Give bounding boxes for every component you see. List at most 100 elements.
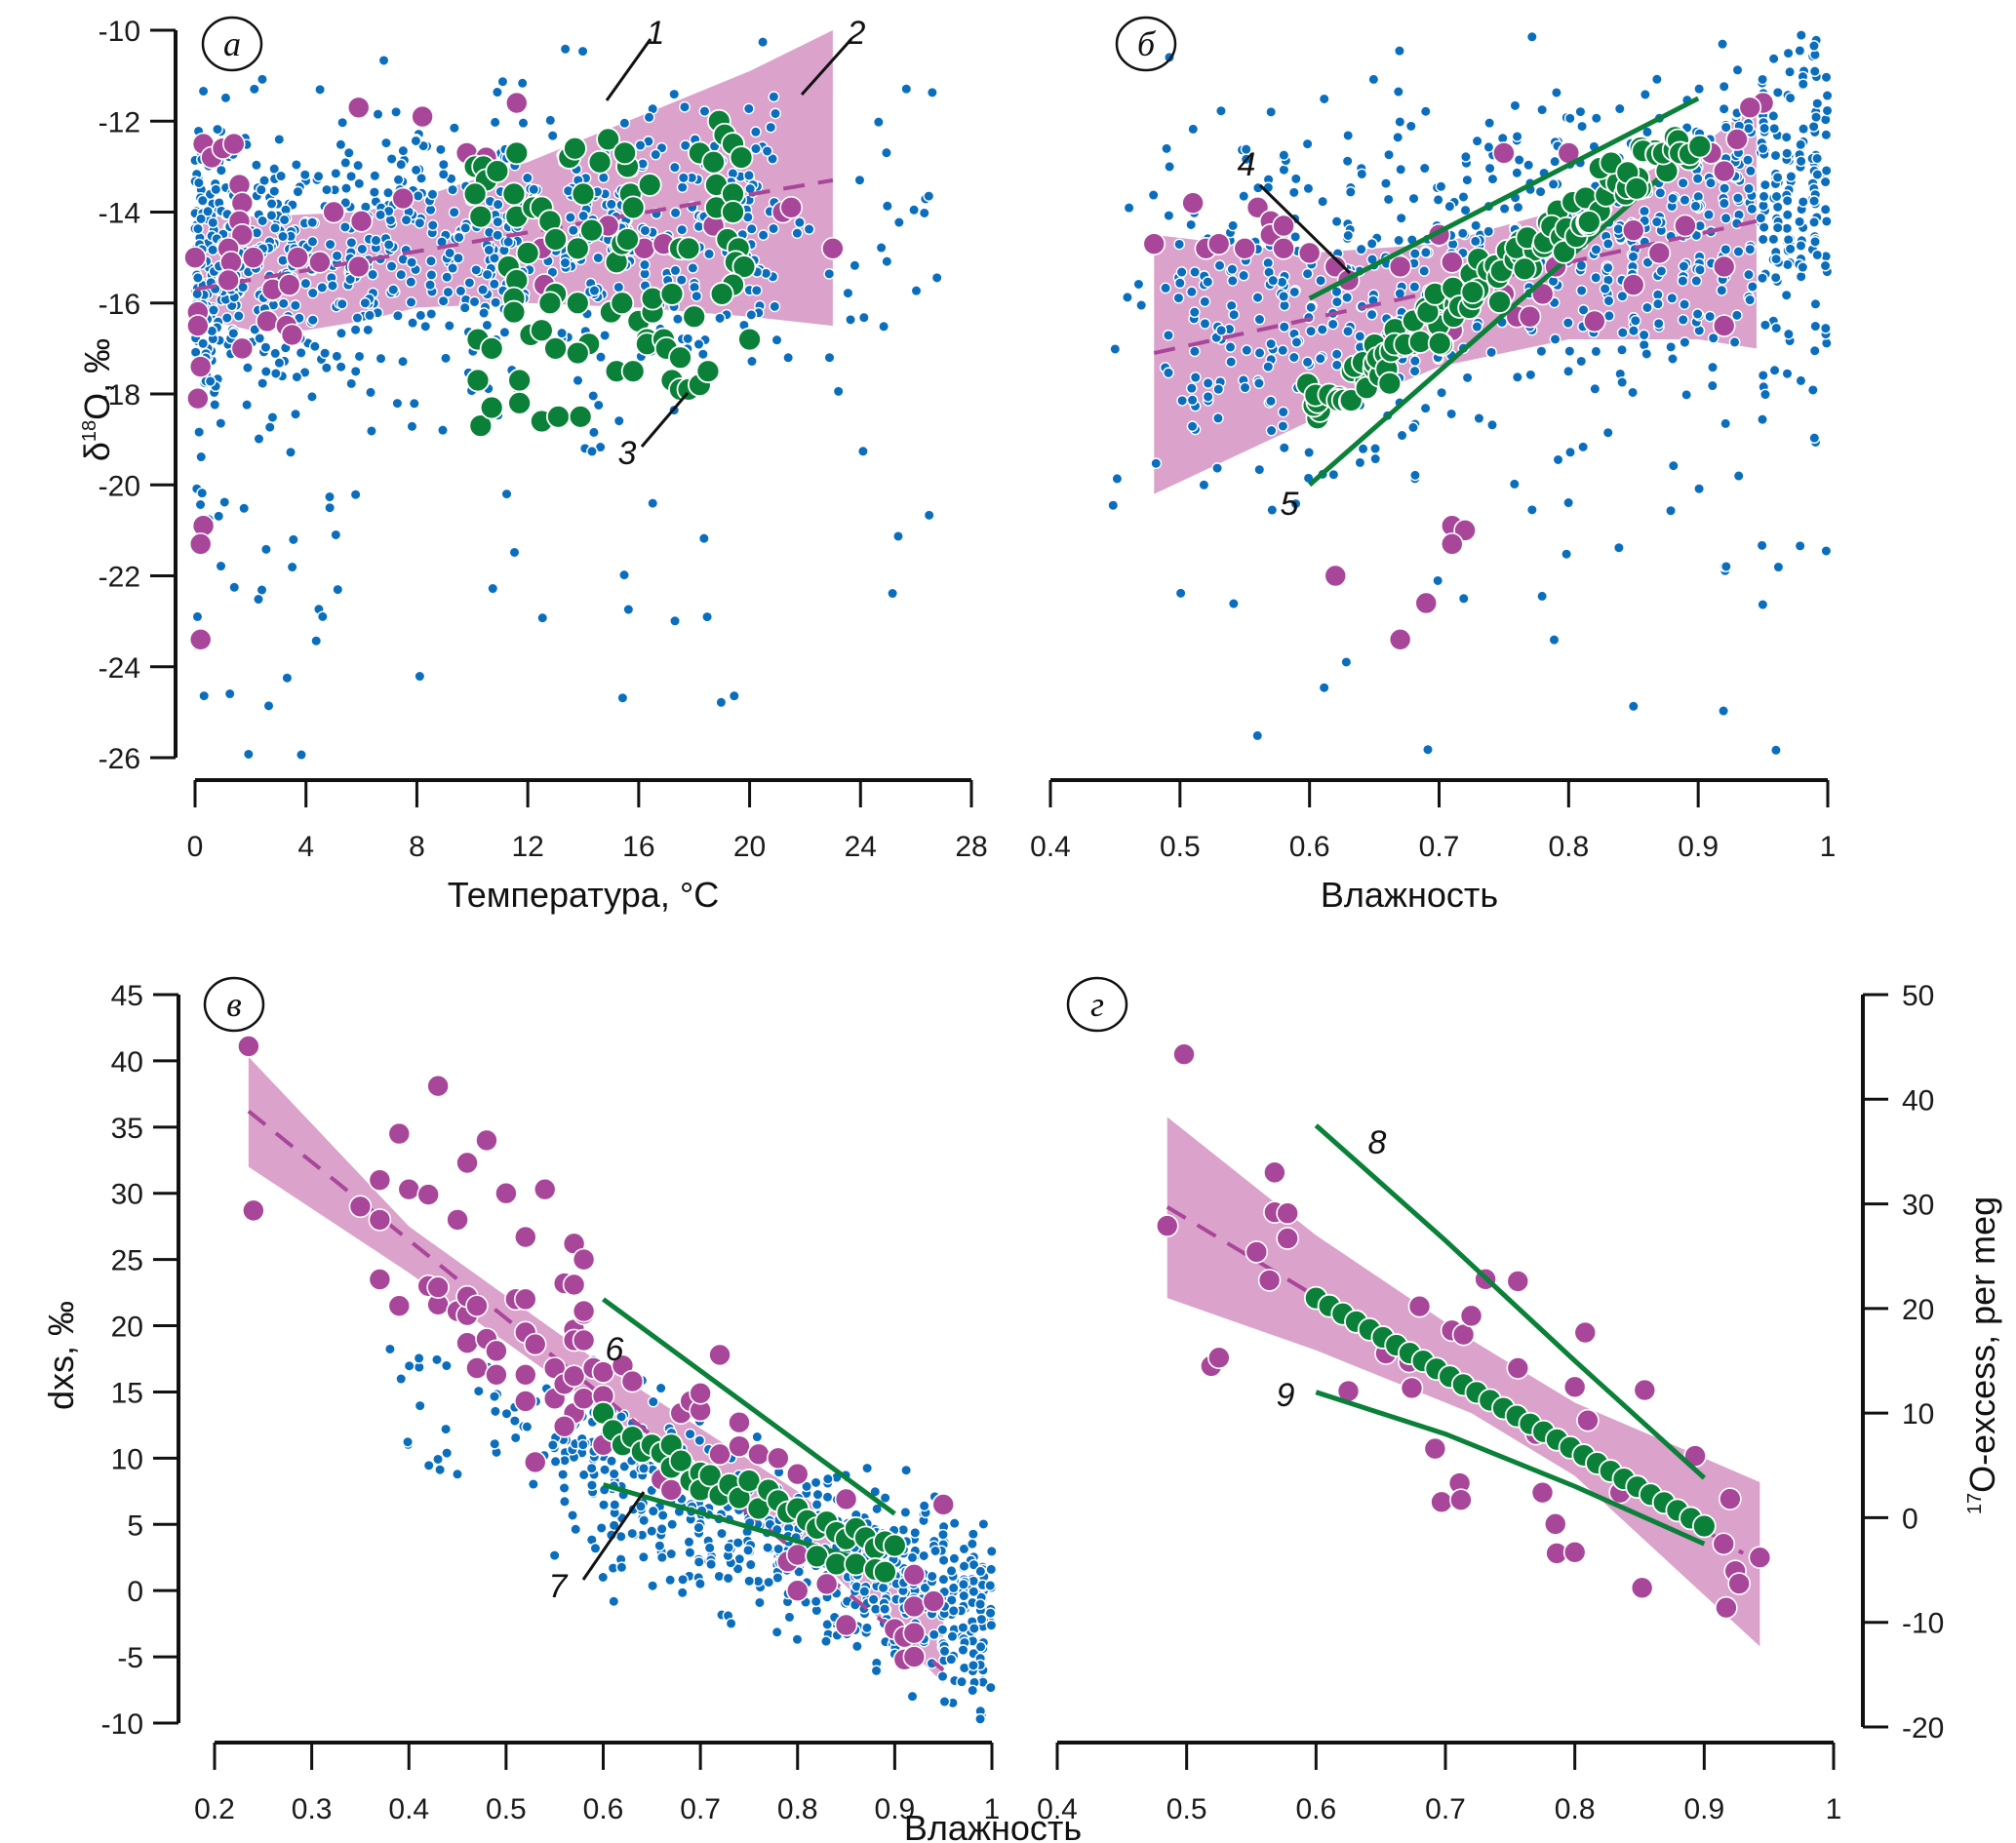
observation-point [668,161,681,174]
observation-point [1781,222,1794,235]
sparse-point [552,1414,576,1438]
observation-point [1354,331,1366,342]
y-axis-title-g: 17O-excess, per meg [1962,1196,2002,1514]
observation-point [489,1437,501,1450]
observation-point [1369,452,1382,465]
observation-point [1394,45,1405,58]
observation-point [918,207,930,219]
sparse-point [1621,273,1645,296]
sparse-point [368,1268,392,1291]
observation-point [832,385,845,398]
observation-point [768,222,779,235]
observation-point [878,320,890,333]
observation-point [463,277,476,289]
observation-point [1188,306,1201,319]
observation-point [286,561,298,573]
observation-point [1821,90,1834,101]
sparse-point [494,1181,518,1205]
observation-point [1768,122,1781,135]
observation-point [769,300,781,313]
x-tick-label: 0.4 [388,1793,429,1825]
sparse-point [1440,532,1464,556]
observation-point [1461,174,1474,186]
observation-point [1781,194,1794,207]
observation-point [1639,205,1650,217]
observation-point [926,1570,938,1583]
sparse-point [1276,1227,1299,1250]
sparse-point [242,1198,265,1223]
observation-point [1457,592,1470,605]
observation-point [609,1499,621,1511]
model-point [507,368,533,393]
observation-point [626,1527,639,1540]
observation-point [675,274,688,286]
observation-point [1717,38,1729,51]
sparse-point [902,1594,927,1619]
observation-point [1185,218,1198,231]
observation-point [1287,186,1300,199]
observation-point [1174,587,1187,600]
sparse-point [230,336,255,361]
annotation-8: 8 [1368,1124,1387,1161]
model-point [682,304,707,330]
annotation-6: 6 [606,1331,624,1368]
y-tick-label: -24 [99,652,140,685]
model-series [1295,125,1713,431]
observation-point [1744,294,1757,306]
observation-point [1564,446,1576,458]
observation-point [1707,361,1719,373]
panel-label-text: б [1137,24,1157,63]
axes: 0 4 8 12 16 20 24 28-10-12-14-16-18-20-22-24-26 [99,16,988,863]
observation-point [441,1447,454,1459]
observation-point [492,216,504,228]
annotation-5: 5 [1281,486,1299,523]
model-point [1576,210,1601,234]
annotation-number: 2 [847,15,866,52]
observation-point [441,271,454,284]
observation-point [407,317,418,330]
observation-point [1820,216,1833,227]
observation-point [1513,154,1525,166]
observation-point [253,433,265,445]
y-tick-label: -10 [99,16,140,48]
observation-point [1122,291,1133,303]
observation-point [197,337,210,350]
panel-label: а [201,16,263,72]
annotation-2: 2 [800,15,866,97]
y-tick-label: -26 [99,743,140,775]
observation-point [1301,137,1314,150]
observation-point [1318,93,1330,105]
sparse-point [1297,241,1322,265]
observation-point [1262,256,1275,269]
observation-point [664,1574,677,1587]
observation-point [1810,111,1822,123]
observation-point [1746,203,1759,216]
sparse-point [1388,627,1412,651]
observation-point [1327,468,1340,481]
observation-point [336,116,349,129]
sparse-point [572,1247,596,1272]
observation-point [1563,112,1576,125]
observation-point [410,164,422,176]
observation-point [353,350,366,363]
observation-point [1369,443,1381,454]
observation-point [259,366,272,377]
observation-point [985,1619,998,1631]
annotation-leader [640,392,690,448]
annotation-7: 7 [549,1491,646,1605]
observation-point [1435,180,1447,193]
observation-point [765,121,777,134]
observation-point [684,1547,696,1559]
observation-point [639,258,651,271]
observation-point [242,362,254,374]
observation-point [196,194,209,207]
x-tick-label: 0.5 [1160,831,1201,863]
observation-point [1677,314,1689,326]
observation-point [259,543,272,556]
observation-point [861,1462,874,1474]
annotation-number: 7 [549,1568,569,1605]
observation-point [395,158,408,171]
observation-point [985,1545,998,1557]
sparse-point [747,1442,771,1467]
observation-point [767,153,778,165]
